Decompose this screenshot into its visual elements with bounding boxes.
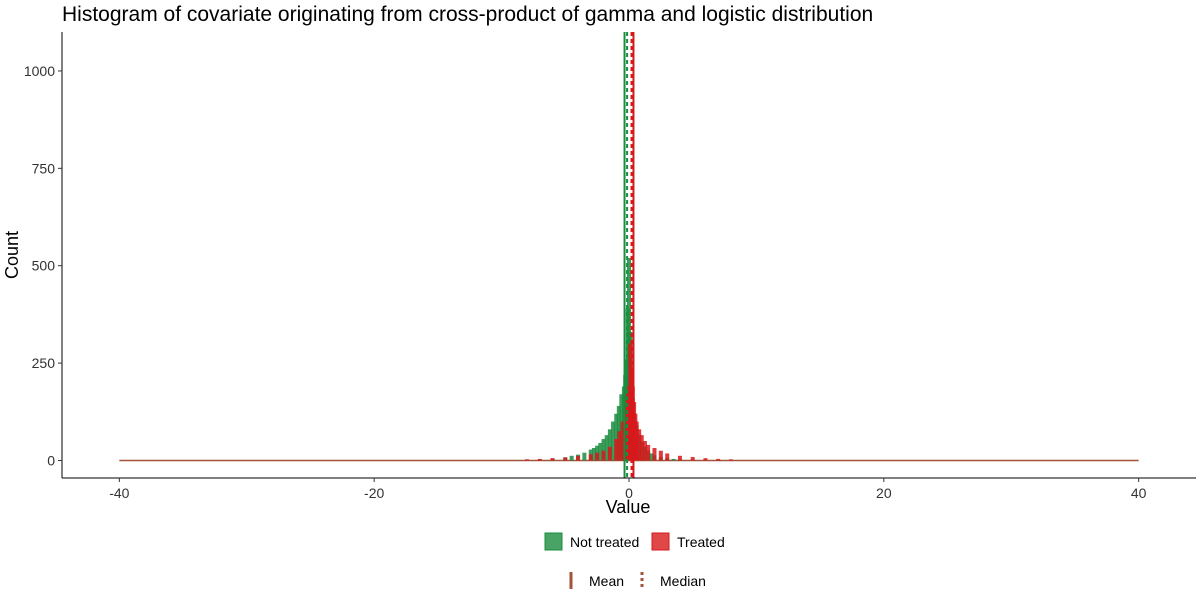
histogram-bar bbox=[690, 456, 695, 461]
histogram-bar bbox=[607, 429, 612, 461]
histogram-bar bbox=[671, 458, 676, 461]
histogram-bar bbox=[614, 439, 619, 461]
legend-key-treated bbox=[651, 532, 670, 551]
x-tick-label: -20 bbox=[364, 485, 384, 501]
y-tick-label: 250 bbox=[32, 355, 56, 371]
histogram-bar bbox=[634, 421, 639, 461]
y-axis-title: Count bbox=[2, 231, 22, 279]
legend: Not treated Treated Mean Median bbox=[544, 532, 725, 589]
histogram-bar bbox=[601, 450, 606, 461]
histogram-bar bbox=[620, 421, 625, 461]
histogram-bar bbox=[588, 454, 593, 461]
series-treated bbox=[525, 343, 733, 461]
histogram-bar bbox=[601, 439, 606, 461]
histogram-bar bbox=[607, 446, 612, 461]
histogram-bar bbox=[614, 413, 619, 461]
y-tick-label: 750 bbox=[32, 160, 56, 176]
histogram-bar bbox=[569, 455, 574, 461]
histogram-bar bbox=[703, 458, 708, 461]
histogram-bar bbox=[652, 448, 657, 461]
x-axis-title: Value bbox=[606, 497, 651, 517]
histogram-bar bbox=[576, 455, 581, 461]
histogram-bar bbox=[642, 440, 647, 461]
histogram-bar bbox=[595, 452, 600, 461]
legend-label: Treated bbox=[677, 534, 725, 550]
histogram-bar bbox=[582, 452, 587, 461]
legend-key-not-treated bbox=[544, 532, 563, 551]
histogram-bar bbox=[604, 435, 609, 461]
histogram-bar bbox=[637, 429, 642, 461]
legend-label: Mean bbox=[589, 573, 624, 589]
legend-label: Not treated bbox=[570, 534, 639, 550]
histogram-bar bbox=[550, 458, 555, 461]
y-tick-label: 500 bbox=[32, 258, 56, 274]
legend-label: Median bbox=[660, 573, 706, 589]
histogram-bar bbox=[617, 431, 622, 461]
histogram-bar bbox=[646, 444, 651, 461]
histogram-bar bbox=[598, 442, 603, 461]
x-tick-label: 20 bbox=[876, 485, 892, 501]
x-tick-label: 40 bbox=[1131, 485, 1147, 501]
y-tick-label: 1000 bbox=[24, 63, 55, 79]
histogram-bar bbox=[728, 459, 733, 461]
histogram-bar bbox=[591, 448, 596, 461]
histogram-bar bbox=[525, 459, 530, 461]
plot-area: -40 -20 0 20 40 0 250 500 750 1000 bbox=[24, 32, 1196, 501]
histogram-bar bbox=[611, 421, 616, 461]
histogram-bar bbox=[665, 453, 670, 461]
histogram-bar bbox=[677, 455, 682, 461]
y-tick-label: 0 bbox=[47, 452, 55, 468]
chart-title: Histogram of covariate originating from … bbox=[62, 3, 873, 26]
histogram-bar bbox=[649, 453, 654, 461]
histogram-bar bbox=[563, 457, 568, 461]
histogram-bar bbox=[639, 435, 644, 461]
x-tick-label: 0 bbox=[625, 485, 633, 501]
histogram-bar bbox=[716, 458, 721, 461]
histogram-bar bbox=[537, 458, 542, 461]
x-tick-label: -40 bbox=[109, 485, 129, 501]
histogram-bar bbox=[658, 450, 663, 461]
